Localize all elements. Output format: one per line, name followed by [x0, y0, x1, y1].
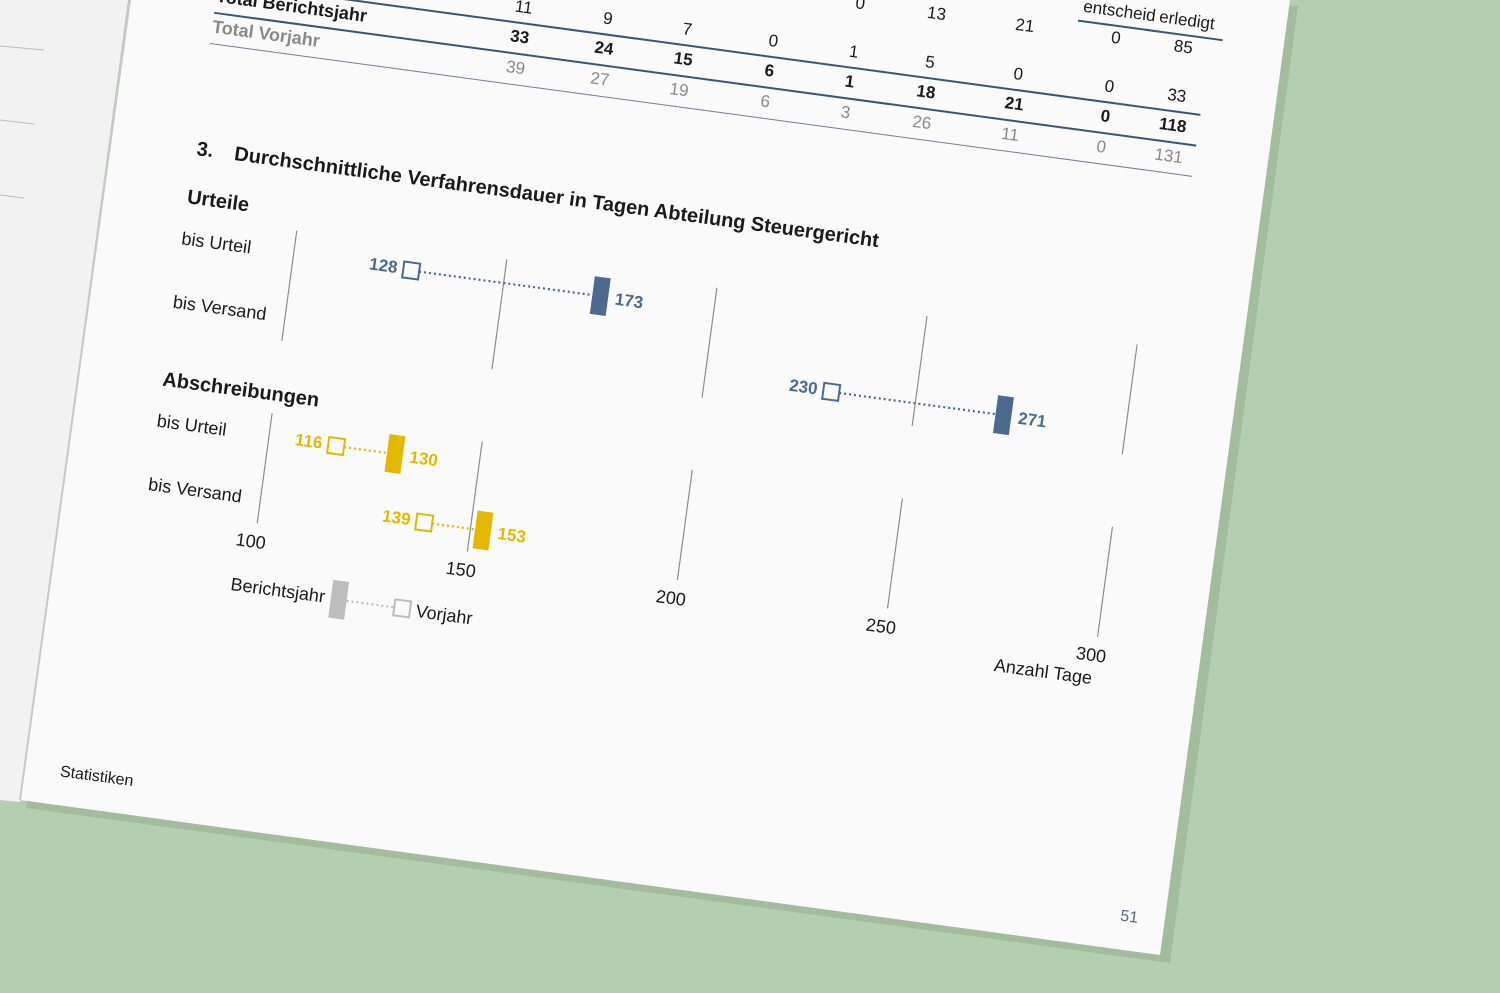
facing-page [0, 0, 128, 802]
axis-line [1096, 526, 1114, 637]
prior-value-label: 116 [294, 430, 324, 453]
table-cell: 7 [681, 19, 693, 39]
rule [0, 119, 35, 125]
table-cell: 3 [840, 102, 852, 122]
table-cell: 33 [509, 26, 530, 47]
axis-line [491, 259, 508, 370]
table-cell: 85 [1173, 36, 1194, 57]
prior-value-label: 128 [368, 254, 399, 277]
table-cell: 26 [911, 112, 932, 133]
page-sheet [20, 0, 1290, 955]
legend-connector [346, 599, 395, 609]
prior-value-label: 139 [381, 506, 412, 529]
table-cell: 18 [915, 81, 936, 102]
table-cell: 13 [926, 3, 947, 24]
table-cell: 21 [1014, 15, 1035, 36]
table-cell: 39 [505, 57, 526, 78]
table-cell: 24 [593, 38, 615, 59]
legend-swatch [391, 598, 413, 619]
current-bar [472, 510, 494, 551]
table-cell: 11 [1000, 124, 1020, 145]
axis-line [256, 413, 273, 524]
page-number: 51 [1119, 908, 1139, 927]
table-cell: 5 [924, 52, 936, 72]
table-rule [218, 0, 1201, 116]
header-rule [1077, 19, 1156, 33]
table-cell: 0 [1103, 76, 1115, 96]
table-cell: 6 [759, 91, 771, 111]
table-cell: 0 [854, 0, 866, 13]
rule [0, 45, 45, 51]
table-cell: 33 [1166, 85, 1187, 106]
prior-marker [325, 435, 347, 457]
axis-line [911, 315, 928, 427]
table-cell: 0 [1095, 137, 1107, 157]
axis-line [701, 287, 718, 398]
table-cell: 0 [1099, 106, 1111, 126]
table-cell: 15 [673, 48, 694, 69]
table-cell: 0 [1110, 28, 1122, 48]
table-cell: 118 [1158, 114, 1188, 137]
page-edge [19, 0, 131, 801]
axis-line [886, 498, 903, 609]
current-value-label: 271 [1017, 409, 1048, 432]
connector [838, 391, 996, 416]
legend-swatch [328, 579, 350, 620]
connector [431, 522, 476, 531]
table-cell: 1 [848, 42, 860, 62]
axis-line [1121, 344, 1138, 455]
rule [0, 194, 25, 199]
table-cell: 21 [1004, 93, 1025, 114]
section-number: 3. [195, 138, 214, 162]
x-tick-label: 250 [865, 615, 897, 639]
x-tick-label: 200 [655, 586, 687, 610]
current-value-label: 173 [614, 290, 645, 313]
axis-line [466, 441, 483, 552]
current-bar [589, 276, 611, 316]
prior-value-label: 230 [788, 376, 819, 399]
table-cell: 1 [844, 72, 856, 92]
table-cell: 11 [514, 0, 534, 18]
current-bar [384, 434, 406, 474]
header-rule [1145, 28, 1223, 42]
axis-line [676, 469, 693, 581]
connector [418, 270, 593, 297]
axis-line [281, 230, 298, 341]
x-tick-label: 300 [1075, 643, 1107, 667]
prior-marker [821, 381, 842, 403]
x-tick-label: 150 [445, 558, 477, 582]
prior-marker [401, 260, 422, 281]
current-value-label: 130 [408, 448, 439, 471]
table-cell: 0 [768, 31, 780, 51]
table-cell: 9 [602, 9, 614, 29]
table-cell: 6 [763, 61, 775, 81]
table-cell: 0 [1012, 64, 1024, 84]
current-value-label: 153 [496, 524, 527, 547]
x-tick-label: 100 [235, 529, 267, 553]
connector [343, 446, 388, 455]
table-cell: 131 [1153, 145, 1184, 168]
prior-marker [414, 512, 435, 533]
table-rule [214, 11, 1197, 147]
table-rule [209, 43, 1193, 177]
table-cell: 27 [589, 68, 610, 89]
current-bar [992, 395, 1014, 436]
table-cell: 19 [668, 79, 689, 100]
